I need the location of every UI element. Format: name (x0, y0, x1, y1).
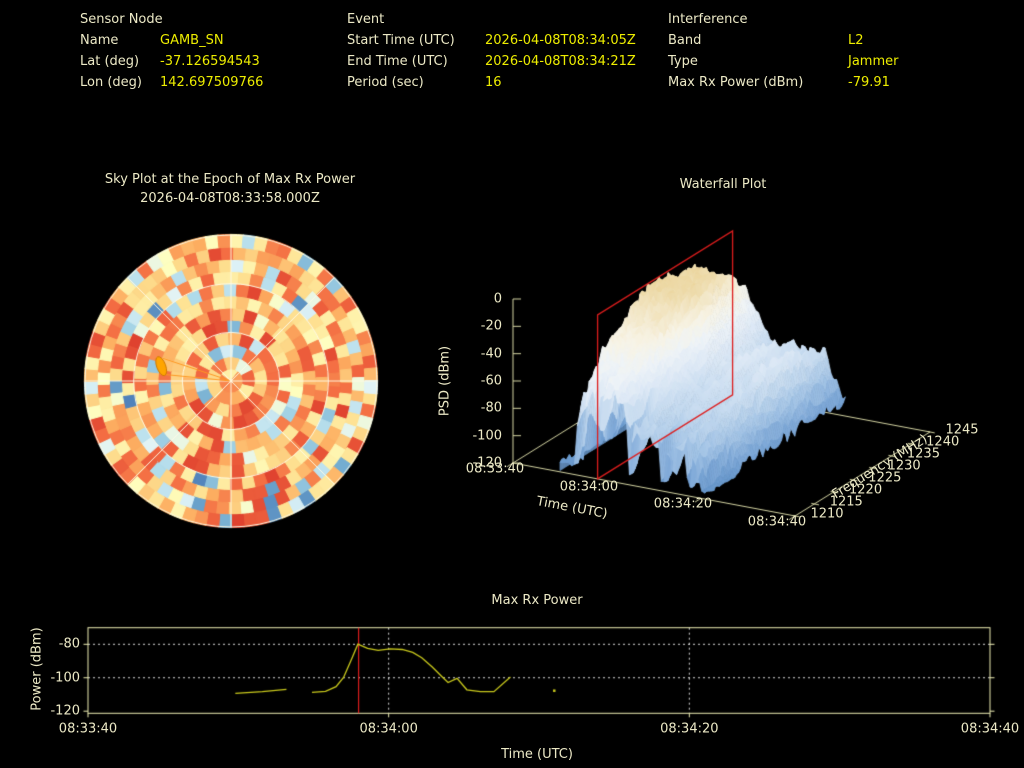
field-key: Max Rx Power (dBm) (668, 75, 804, 90)
waterfall-freq-tick-label: 1220 (849, 482, 883, 498)
waterfall-zaxis-label: PSD (dBm) (437, 345, 453, 417)
field-value: 16 (485, 75, 502, 90)
panel-title: Sensor Node (80, 12, 163, 27)
waterfall-freq-tick-label: 1230 (887, 458, 921, 474)
field-value: -37.126594543 (160, 54, 260, 69)
waterfall-freq-tick-label: 1210 (810, 506, 844, 522)
waterfall-time-tick-label: 08:33:40 (465, 461, 525, 477)
field-row: Start Time (UTC) 2026-04-08T08:34:05Z (347, 30, 636, 51)
sky-plot-title: Sky Plot at the Epoch of Max Rx Power 20… (30, 170, 430, 208)
timeseries-x-tick-label: 08:34:20 (660, 721, 719, 737)
field-key: Name (80, 33, 119, 48)
waterfall-freq-tick-label: 1225 (868, 470, 902, 486)
waterfall-canvas (430, 210, 1024, 550)
event-panel: Event Start Time (UTC) 2026-04-08T08:34:… (347, 9, 636, 93)
field-row: End Time (UTC) 2026-04-08T08:34:21Z (347, 51, 636, 72)
field-key: Lon (deg) (80, 75, 142, 90)
field-row: Name GAMB_SN (80, 30, 224, 51)
waterfall-freq-tick-label: 1215 (829, 494, 863, 510)
waterfall-psd-tick-label: -100 (472, 428, 502, 444)
timeseries-yaxis-label: Power (dBm) (29, 627, 45, 711)
field-value: GAMB_SN (160, 33, 224, 48)
field-key: Lat (deg) (80, 54, 140, 69)
field-row: Period (sec) 16 (347, 72, 502, 93)
timeseries-title: Max Rx Power (491, 593, 583, 608)
interference-panel: Interference Band L2 Type Jammer Max Rx … (668, 9, 898, 93)
field-row: Band L2 (668, 30, 864, 51)
sensor-node-panel: Sensor Node Name GAMB_SN Lat (deg) -37.1… (80, 9, 263, 93)
field-value: 2026-04-08T08:34:21Z (485, 54, 636, 69)
field-value: 142.697509766 (160, 75, 264, 90)
timeseries-x-tick-label: 08:34:40 (960, 721, 1020, 737)
field-value: 2026-04-08T08:34:05Z (485, 33, 636, 48)
field-key: Band (668, 33, 702, 48)
waterfall-time-tick-label: 08:34:20 (653, 496, 713, 512)
waterfall-freq-tick-label: 1235 (906, 446, 940, 462)
waterfall-psd-tick-label: -60 (480, 373, 502, 389)
waterfall-time-tick-label: 08:34:00 (559, 479, 619, 495)
waterfall-psd-tick-label: -20 (480, 318, 502, 334)
waterfall-time-tick-label: 08:34:40 (747, 514, 807, 530)
sky-plot-title-line2: 2026-04-08T08:33:58.000Z (140, 191, 320, 206)
field-key: Start Time (UTC) (347, 33, 455, 48)
waterfall-psd-tick-label: 0 (493, 291, 502, 307)
waterfall-psd-tick-label: -120 (472, 455, 502, 471)
field-value: Jammer (848, 54, 899, 69)
waterfall-psd-tick-label: -40 (480, 346, 502, 362)
sky-plot-canvas (75, 225, 390, 540)
field-key: End Time (UTC) (347, 54, 448, 69)
field-row: Lon (deg) 142.697509766 (80, 72, 263, 93)
timeseries-y-tick-label: -100 (50, 670, 80, 686)
field-key: Type (668, 54, 698, 69)
waterfall-psd-tick-label: -80 (480, 400, 502, 416)
field-value: L2 (848, 33, 864, 48)
panel-title: Interference (668, 12, 748, 27)
field-value: -79.91 (848, 75, 890, 90)
sky-plot-title-line1: Sky Plot at the Epoch of Max Rx Power (104, 172, 356, 187)
waterfall-title: Waterfall Plot (679, 177, 767, 192)
field-key: Period (sec) (347, 75, 424, 90)
timeseries-xaxis-label: Time (UTC) (501, 747, 573, 762)
timeseries-x-tick-label: 08:33:40 (58, 721, 118, 737)
timeseries-y-tick-label: -120 (50, 703, 80, 719)
field-row: Type Jammer (668, 51, 898, 72)
waterfall-freq-tick-label: 1245 (945, 422, 979, 438)
timeseries-y-tick-label: -80 (58, 636, 80, 652)
timeseries-canvas (80, 620, 1010, 725)
waterfall-freq-tick-label: 1240 (926, 434, 960, 450)
field-row: Lat (deg) -37.126594543 (80, 51, 260, 72)
timeseries-x-tick-label: 08:34:00 (359, 721, 418, 737)
panel-title: Event (347, 12, 385, 27)
field-row: Max Rx Power (dBm) -79.91 (668, 72, 890, 93)
